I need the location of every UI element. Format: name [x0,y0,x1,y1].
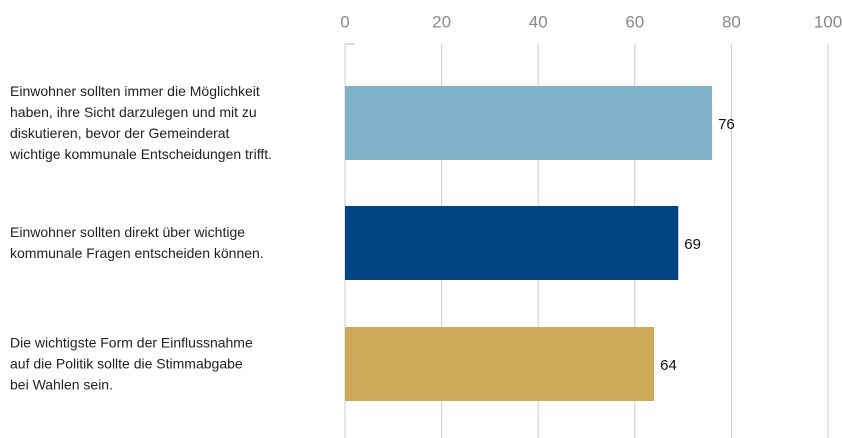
x-tick-label: 40 [529,12,548,31]
x-tick-label: 0 [340,12,349,31]
value-label: 69 [684,236,701,253]
bar [345,327,655,401]
category-label: Einwohner sollten direkt über wichtige k… [10,224,264,261]
x-tick-label: 100 [814,12,842,31]
bar [345,86,713,160]
x-tick-label: 80 [722,12,741,31]
value-label: 76 [718,116,735,133]
bar [345,206,679,280]
category-label: Einwohner sollten immer die Möglichkeit … [10,83,272,162]
value-label: 64 [660,357,677,374]
category-label: Die wichtigste Form der Einflussnahme au… [10,334,253,393]
x-tick-label: 20 [432,12,451,31]
x-tick-label: 60 [625,12,644,31]
